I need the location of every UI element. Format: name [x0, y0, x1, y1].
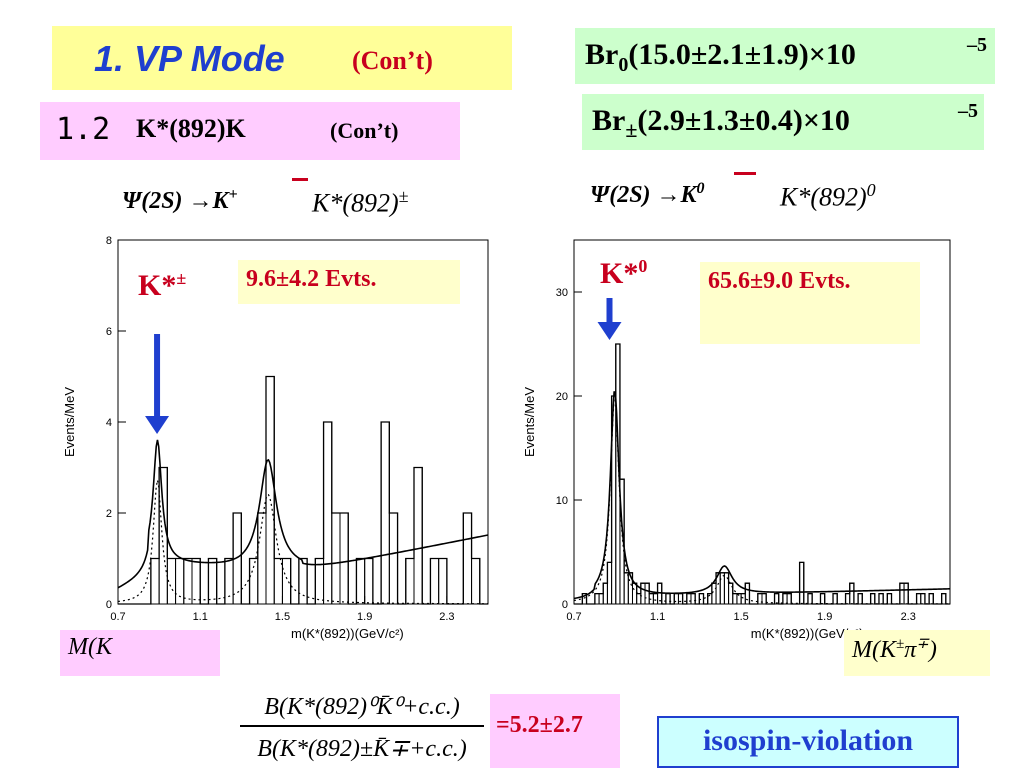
br0-value: (15.0±2.1±1.9)×10 — [628, 38, 856, 71]
fit-curve-signal — [573, 398, 951, 605]
x-tick-label: 2.3 — [439, 611, 454, 623]
y-tick-label: 0 — [106, 599, 112, 611]
br0-label: Br — [585, 38, 619, 71]
x-tick-label: 1.9 — [817, 611, 832, 623]
left-antiparticle-bar — [292, 178, 308, 181]
y-tick-label: 2 — [106, 508, 112, 520]
y-tick-label: 30 — [556, 287, 568, 299]
y-axis-label: Events/MeV — [62, 387, 77, 457]
histogram-bin — [257, 512, 267, 605]
right-histogram-chart: 0 10 20 30 0.7 1.1 1.5 1.9 2.3 Events/MeV m(K*(892… — [522, 239, 951, 641]
histogram-bin — [598, 593, 604, 605]
br0-sub: 0 — [618, 54, 629, 76]
y-axis-label: Events/MeV — [522, 387, 537, 457]
x-tick-label: 1.1 — [193, 611, 208, 623]
right-antiparticle-bar — [734, 172, 756, 175]
histogram-bin — [380, 421, 390, 605]
x-axis-label: m(K*(892))(GeV/c²) — [291, 626, 404, 641]
x-tick-label: 2.3 — [901, 611, 916, 623]
histogram-bin — [339, 512, 349, 605]
ratio-result: =5.2±2.7 — [490, 694, 620, 768]
histogram-bin — [207, 558, 218, 605]
right-event-count: 65.6±9.0 Evts. — [700, 262, 920, 344]
x-tick-label: 1.5 — [733, 611, 748, 623]
left-mass-label: M(K — [60, 630, 220, 676]
ratio-numerator: B(K*(892)⁰K̄⁰+c.c.) — [264, 694, 459, 720]
y-tick-label: 20 — [556, 391, 568, 403]
histogram-bin — [150, 558, 160, 605]
fit-curve-total — [117, 439, 489, 589]
subtitle-number: 1.2 — [56, 112, 111, 147]
ratio-denominator: B(K*(892)±K̄∓+c.c.) — [257, 736, 466, 762]
y-tick-label: 0 — [562, 599, 568, 611]
histogram-bin — [298, 558, 308, 605]
histogram-bin — [740, 593, 746, 605]
histogram-bin — [323, 421, 333, 605]
histogram-bin — [438, 558, 448, 605]
brpm-sub: ± — [625, 117, 638, 142]
y-tick-label: 8 — [106, 235, 112, 247]
brpm-value: (2.9±1.3±0.4)×10 — [637, 104, 850, 137]
left-kstar-label: K*(892)± — [312, 186, 409, 218]
right-kstar-label: K*(892)0 — [780, 180, 876, 212]
histogram-bin — [265, 376, 275, 605]
right-mass-label: M(K±π∓) — [844, 630, 990, 676]
histogram-bin — [462, 512, 473, 605]
page-title: 1. VP Mode — [94, 38, 285, 79]
ratio-formula: B(K*(892)⁰K̄⁰+c.c.) B(K*(892)±K̄∓+c.c.) — [240, 694, 484, 762]
br0-exponent: –5 — [967, 34, 987, 56]
x-tick-label: 0.7 — [110, 611, 125, 623]
x-tick-label: 1.9 — [357, 611, 372, 623]
histogram-outline — [118, 375, 488, 605]
fit-curve-total — [573, 391, 951, 600]
histogram-bin — [158, 467, 168, 605]
y-tick-label: 4 — [106, 417, 112, 429]
title-box: 1. VP Mode (Con’t) — [52, 26, 512, 90]
histogram-outline — [574, 343, 950, 605]
histogram-bin — [732, 593, 738, 605]
branching-ratio-neutral: Br0(15.0±2.1±1.9)×10 –5 — [575, 28, 995, 84]
histogram-bin — [249, 558, 259, 605]
histogram-bin — [191, 558, 201, 605]
histogram-bin — [471, 558, 481, 605]
histogram-bin — [281, 558, 292, 605]
peak-arrow-head — [597, 322, 622, 340]
brpm-exponent: –5 — [958, 100, 978, 122]
histogram-bin — [331, 512, 341, 605]
subtitle-continued: (Con’t) — [330, 118, 399, 143]
histogram-bin — [405, 558, 415, 605]
x-tick-label: 0.7 — [566, 611, 581, 623]
histogram-bin — [273, 558, 283, 605]
histogram-bin — [175, 558, 185, 605]
subtitle-text: K*(892)K — [136, 114, 246, 143]
y-tick-label: 10 — [556, 495, 568, 507]
left-peak-label: K*± — [138, 268, 187, 302]
histogram-bin — [429, 558, 440, 605]
histogram-bin — [388, 512, 399, 605]
right-decay-label: Ψ(2S) →K0 — [590, 180, 705, 208]
branching-ratio-charged: Br±(2.9±1.3±0.4)×10 –5 — [582, 94, 984, 150]
histogram-bin — [652, 593, 659, 605]
x-axis-label: m(K*(892))(GeV/c²) — [751, 626, 864, 641]
left-histogram-chart: 0 2 4 6 8 0.7 1.1 1.5 1.9 2.3 Events/MeV m(K*(892))… — [62, 235, 489, 641]
x-tick-label: 1.1 — [650, 611, 665, 623]
histogram-bin — [355, 558, 366, 605]
title-continued: (Con’t) — [352, 46, 433, 75]
histogram-bin — [413, 467, 423, 605]
histogram-bin — [623, 572, 629, 605]
histogram-bin — [364, 558, 374, 605]
right-peak-label: K*0 — [600, 256, 648, 290]
isospin-violation-label: isospin-violation — [657, 716, 959, 768]
brpm-label: Br — [592, 104, 626, 137]
left-event-count: 9.6±4.2 Evts. — [238, 260, 460, 304]
x-tick-label: 1.5 — [275, 611, 290, 623]
y-tick-label: 6 — [106, 326, 112, 338]
histogram-bin — [224, 558, 234, 605]
subtitle-box: 1.2 K*(892)K (Con’t) — [40, 102, 460, 160]
fit-curve-signal — [117, 480, 489, 605]
histogram-bin — [183, 558, 193, 605]
histogram-bin — [719, 572, 725, 605]
peak-arrow-head — [145, 416, 170, 434]
left-decay-label: Ψ(2S) →K+ — [122, 186, 238, 214]
